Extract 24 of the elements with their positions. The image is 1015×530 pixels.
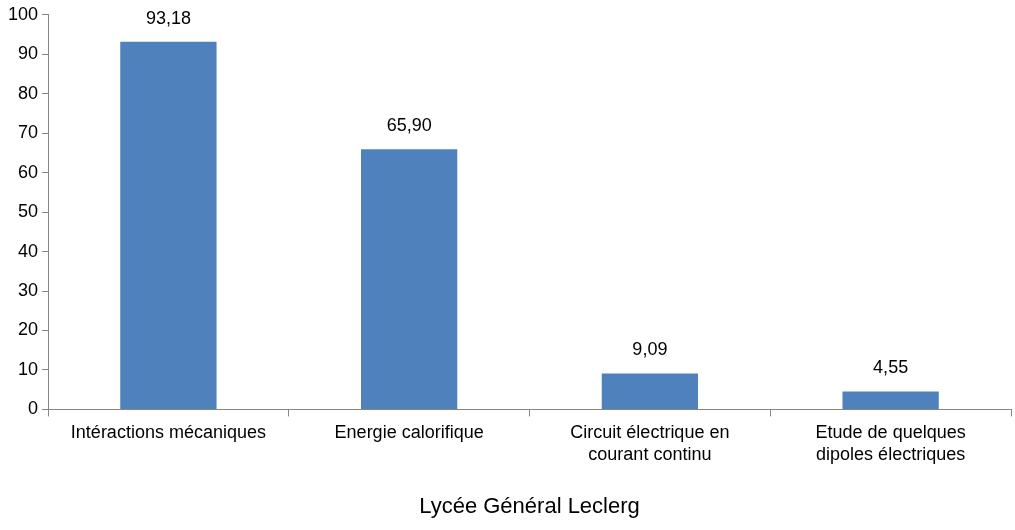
bar [120,41,217,409]
bar [842,391,939,409]
y-tick-label: 0 [28,398,39,419]
y-tick-label: 20 [18,319,39,340]
data-label: 9,09 [632,339,668,360]
data-label: 4,55 [873,357,909,378]
x-tick-label: Etude de quelques dipoles électriques [815,422,966,464]
y-tick-label: 70 [18,122,39,143]
bar [601,373,699,409]
y-tick-label: 100 [7,3,39,24]
data-label: 93,18 [145,7,191,28]
y-tick-label: 80 [18,82,39,103]
y-tick-label: 30 [18,279,39,300]
y-tick-label: 40 [18,240,39,261]
x-tick-label: Energie calorifique [334,422,484,443]
y-tick-label: 90 [18,43,39,64]
bar [361,149,458,409]
y-tick-label: 60 [18,161,39,182]
y-tick-label: 10 [18,358,39,379]
x-tick-label: Circuit électrique en courant continu [570,422,730,464]
x-axis-title: Lycée Général Leclerg [419,492,640,518]
x-tick-label: Intéractions mécaniques [70,422,266,443]
data-label: 65,90 [386,115,432,136]
y-tick-label: 50 [18,201,39,222]
